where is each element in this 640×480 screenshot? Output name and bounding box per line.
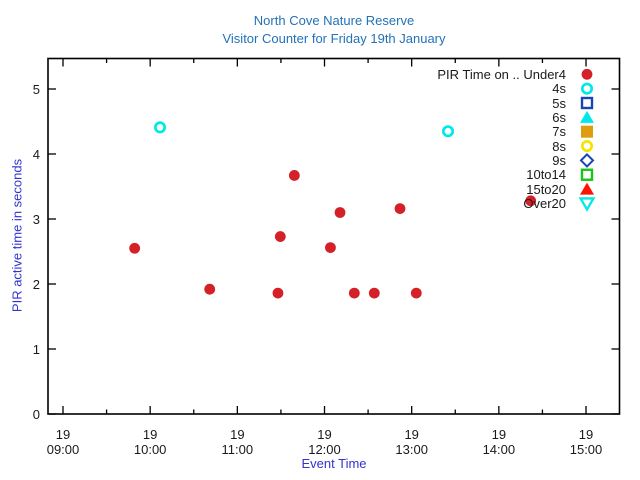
chart-subtitle: Visitor Counter for Friday 19th January (222, 31, 446, 46)
data-point-under4 (325, 242, 336, 254)
legend-entry-label: 15to20 (526, 181, 566, 197)
data-point-4s (153, 121, 167, 134)
data-point-under4 (274, 231, 286, 242)
x-tick-label: 19 15:00 (569, 427, 603, 457)
legend-marker-over20 (578, 197, 596, 212)
legend-entry-label: 6s (552, 109, 566, 125)
data-point-under4 (272, 287, 284, 299)
data-point-under4 (204, 283, 216, 295)
data-point-under4 (288, 170, 300, 181)
x-tick-label: 19 10:00 (133, 427, 167, 457)
y-axis-label: PIR active time in seconds (9, 158, 25, 313)
legend-entry-label: 9s (552, 152, 566, 168)
data-point-4s (441, 125, 455, 138)
legend-entry-label: 10to14 (526, 167, 566, 183)
plot-frame (47, 57, 621, 415)
legend-marker-5s (580, 96, 594, 110)
x-tick-label: 19 12:00 (308, 427, 341, 457)
y-tick-label: 5 (32, 81, 40, 97)
legend-entry-label: 4s (552, 81, 566, 97)
data-point-under4 (348, 287, 360, 299)
legend-marker-9s (579, 152, 595, 168)
legend-marker-pir-time-on-under4 (581, 68, 593, 80)
legend-marker-6s (580, 110, 594, 123)
x-tick-label: 19 09:00 (46, 427, 80, 457)
data-point-under4 (334, 207, 346, 218)
legend-entry-label: PIR Time on .. Under4 (437, 66, 566, 82)
y-tick-label: 0 (32, 406, 40, 422)
legend-marker-10to14 (580, 168, 594, 181)
x-tick-label: 19 14:00 (482, 427, 516, 457)
x-axis-label: Event Time (301, 456, 367, 471)
legend-marker-15to20 (580, 182, 594, 195)
legend-marker-7s (581, 125, 593, 138)
y-tick-label: 4 (32, 146, 40, 162)
data-point-under4 (394, 203, 406, 215)
y-tick-label: 3 (32, 211, 40, 227)
legend-marker-8s (580, 140, 594, 153)
legend-entry-label: 8s (552, 138, 566, 154)
legend-entry-label: Over20 (523, 195, 566, 211)
x-tick-label: 19 13:00 (395, 427, 428, 457)
data-point-under4 (410, 287, 422, 299)
y-tick-label: 2 (32, 276, 40, 292)
data-point-under4 (525, 195, 537, 207)
legend-entry-label: 7s (552, 124, 566, 140)
data-point-under4 (129, 242, 141, 254)
data-point-under4 (368, 287, 380, 299)
y-tick-label: 1 (32, 341, 40, 357)
legend-entry-label: 5s (552, 95, 566, 111)
legend-marker-4s (580, 82, 594, 95)
chart-title: North Cove Nature Reserve (253, 13, 415, 28)
x-tick-label: 19 11:00 (221, 427, 254, 457)
